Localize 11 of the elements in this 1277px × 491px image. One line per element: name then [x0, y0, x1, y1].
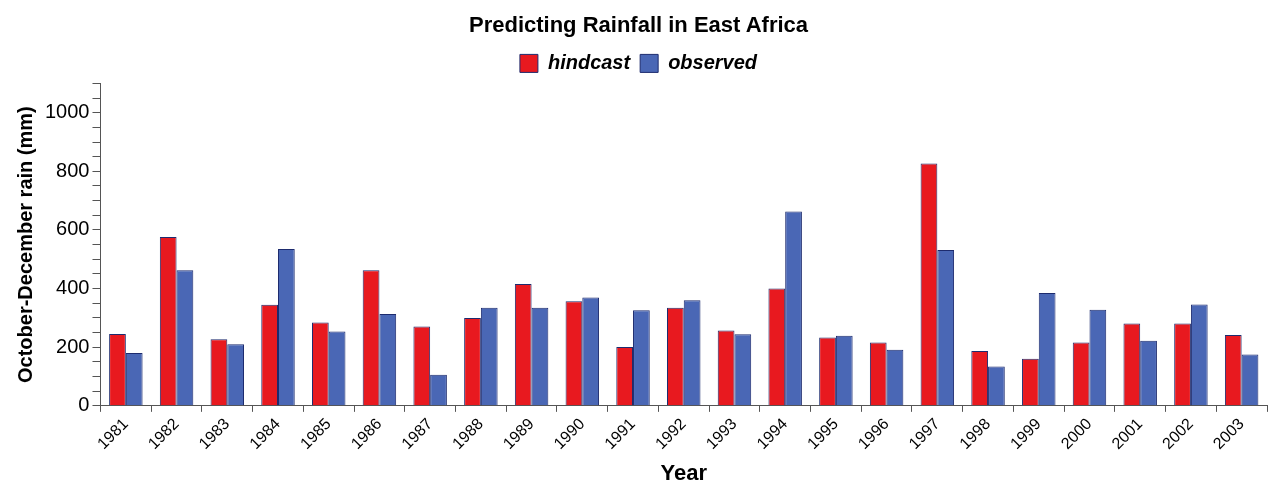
chart-title: Predicting Rainfall in East Africa — [468, 12, 809, 38]
legend-label: observed — [668, 50, 758, 73]
y-tick-label: 800 — [56, 158, 90, 181]
y-tick-label: 600 — [56, 217, 90, 240]
y-tick-label: 1000 — [44, 100, 90, 123]
y-tick-label: 400 — [56, 276, 90, 299]
y-tick-label: 200 — [56, 334, 90, 357]
y-tick-label: 0 — [78, 393, 90, 416]
y-axis-title: October-December rain (mm) — [13, 106, 36, 383]
legend-label: hindcast — [547, 50, 632, 73]
x-axis-title: Year — [660, 459, 708, 485]
